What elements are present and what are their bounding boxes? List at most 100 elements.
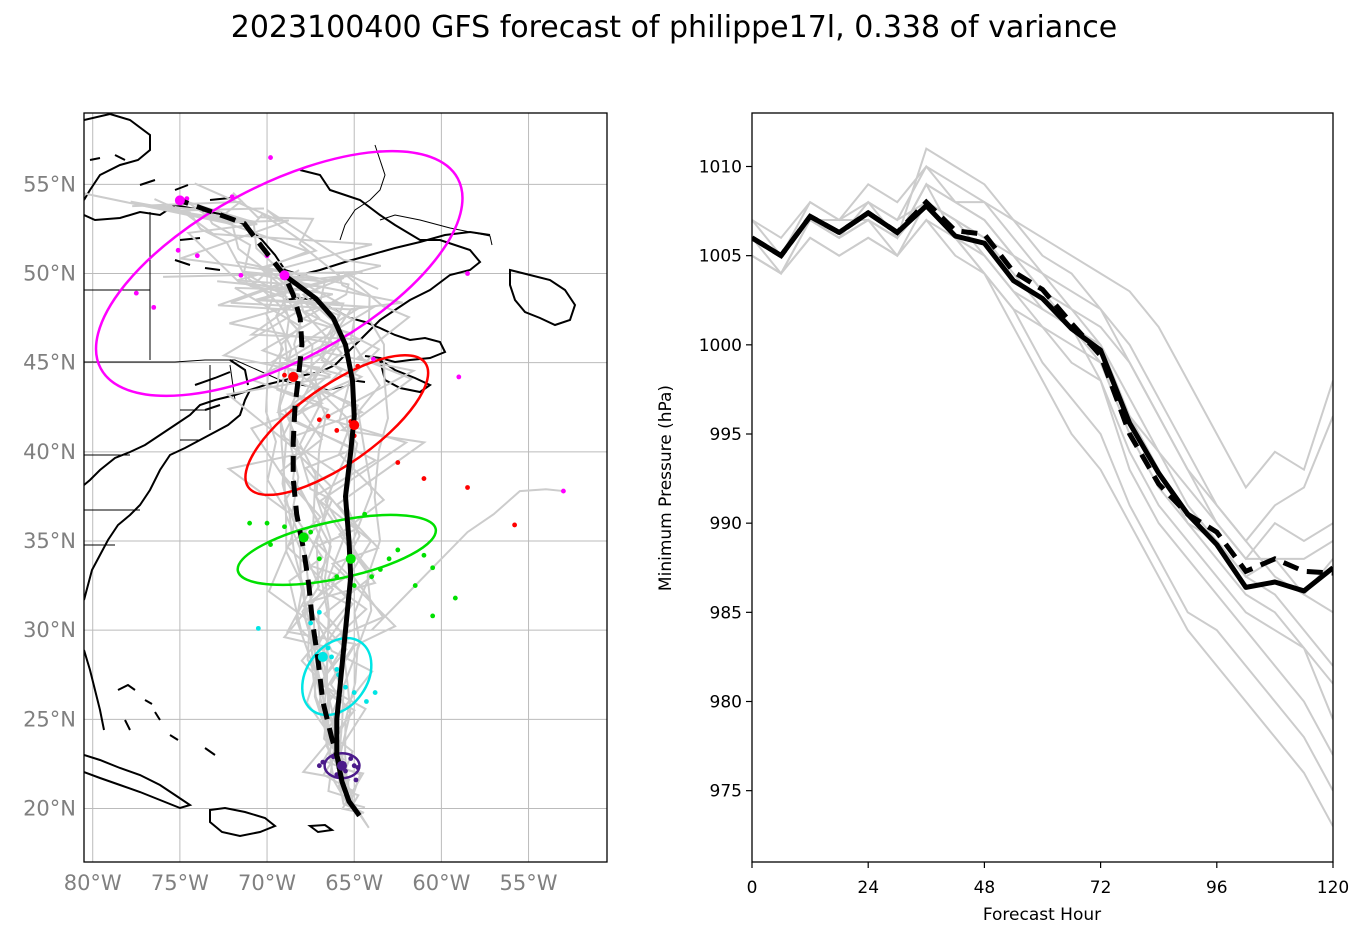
ensemble-position-point [369, 574, 375, 580]
ensemble-position-point [362, 511, 368, 517]
ensemble-position-point [355, 765, 361, 770]
map-x-tick-label: 75°W [151, 871, 209, 895]
map-y-tick-label: 35°N [23, 529, 76, 553]
pressure-y-tick-label: 980 [710, 693, 742, 713]
pressure-x-axis-label: Forecast Hour [983, 905, 1101, 925]
coastline-bahamas [117, 683, 216, 756]
border-ontario [84, 212, 151, 360]
map-y-tick-label: 45°N [23, 351, 76, 375]
pressure-ensemble-line [752, 218, 1333, 827]
ensemble-position-point [561, 488, 566, 494]
ensemble-position-point [316, 763, 322, 769]
ensemble-track [130, 200, 343, 765]
map-x-tick-label: 60°W [412, 871, 470, 895]
ensemble-track [178, 207, 373, 752]
ensemble-position-point [268, 542, 273, 547]
ensemble-position-point [334, 574, 340, 580]
border-states [84, 364, 236, 546]
mean-track-dashed [179, 198, 343, 769]
ensemble-position-point [316, 609, 322, 615]
ensemble-position-point [351, 583, 357, 588]
ensemble-position-point [316, 556, 322, 562]
ensemble-track [217, 280, 361, 817]
ensemble-position-point [255, 625, 261, 631]
ensemble-position-point [348, 756, 354, 761]
mean-position-marker [345, 553, 356, 564]
ensemble-position-point [370, 356, 376, 362]
pressure-frame [751, 112, 1334, 863]
ensemble-track [370, 488, 564, 631]
pressure-mean-dashed [752, 198, 1333, 576]
pressure-ensemble-lines [752, 147, 1333, 827]
map-x-tick-label: 65°W [325, 871, 383, 895]
uncertainty-ellipse-2 [236, 513, 438, 587]
mean-position-marker [349, 420, 360, 431]
pressure-y-tick-label: 985 [710, 603, 742, 623]
ensemble-position-point [421, 552, 427, 558]
coastline-newfoundland [509, 268, 577, 327]
pressure-x-tick-label: 24 [857, 878, 879, 898]
ensemble-position-point [395, 547, 401, 553]
coastline-islands-north [89, 154, 231, 271]
coastline-labrador [84, 169, 482, 486]
uncertainty-ellipses [94, 149, 464, 780]
ensemble-position-point [456, 374, 462, 380]
pressure-y-ticks: 975 980 985 990 995 1000 1005 1010 [699, 158, 752, 802]
map-y-tick-label: 25°N [23, 707, 76, 731]
map-y-tick-label: 30°N [23, 618, 76, 642]
ensemble-position-point [308, 620, 314, 626]
ensemble-position-point [264, 520, 270, 526]
pressure-y-tick-label: 995 [710, 425, 742, 445]
mean-position-marker [174, 195, 185, 206]
ensemble-position-point [430, 613, 436, 619]
ensemble-position-point [194, 253, 200, 259]
pressure-y-tick-label: 1000 [699, 336, 742, 356]
pressure-y-axis-label: Minimum Pressure (hPa) [656, 385, 676, 591]
ensemble-position-point [372, 690, 378, 695]
pressure-y-tick-label: 1010 [699, 158, 742, 178]
ensemble-position-point [452, 595, 458, 601]
pressure-mean-solid [752, 203, 1333, 594]
ensemble-position-point [316, 417, 322, 423]
ensemble-position-point [238, 272, 244, 278]
ensemble-position-point [351, 690, 357, 695]
pressure-ensemble-line [752, 147, 1333, 596]
pressure-x-tick-label: 96 [1206, 878, 1228, 898]
ensemble-position-point [320, 759, 326, 765]
ensemble-position-point [334, 667, 340, 672]
ensemble-position-point [175, 247, 181, 253]
coastline-north-america [84, 113, 151, 201]
map-y-tick-labels: 20°N 25°N 30°N 35°N 40°N 45°N 50°N 55°N [23, 172, 76, 820]
map-x-tick-label: 55°W [500, 871, 558, 895]
coastline-florida [84, 649, 105, 731]
mean-position-marker [337, 760, 348, 771]
mean-position-marker [279, 270, 290, 281]
ensemble-position-point [229, 194, 235, 200]
ensemble-position-point [343, 684, 348, 690]
map-y-tick-label: 55°N [23, 172, 76, 196]
ensemble-track [163, 270, 378, 826]
mean-tracks [174, 195, 362, 818]
ensemble-position-point [308, 529, 314, 535]
ensemble-position-point [329, 654, 334, 660]
coastline-lakes [194, 359, 366, 411]
pressure-x-tick-label: 48 [974, 878, 996, 898]
pressure-ensemble-line [752, 200, 1333, 720]
ensemble-position-point [151, 304, 157, 310]
pressure-ensemble-line [752, 200, 1333, 578]
ensemble-position-point [282, 372, 287, 378]
ensemble-position-point [268, 155, 273, 160]
pressure-chart-panel: 0 24 48 72 96 120 975 980 985 990 995 1000 1005 1010… [656, 112, 1349, 925]
ensemble-position-point [465, 271, 470, 276]
pressure-mean-lines [752, 198, 1333, 594]
uncertainty-ellipse-3 [244, 354, 430, 497]
ensemble-position-point [334, 428, 340, 433]
pressure-x-tick-label: 0 [747, 878, 758, 898]
ensemble-position-point [353, 777, 359, 783]
ensemble-position-point [355, 363, 361, 369]
mean-position-marker [288, 371, 299, 382]
uncertainty-ellipse-4 [94, 149, 464, 398]
ensemble-track [230, 274, 370, 829]
map-x-tick-label: 70°W [238, 871, 296, 895]
